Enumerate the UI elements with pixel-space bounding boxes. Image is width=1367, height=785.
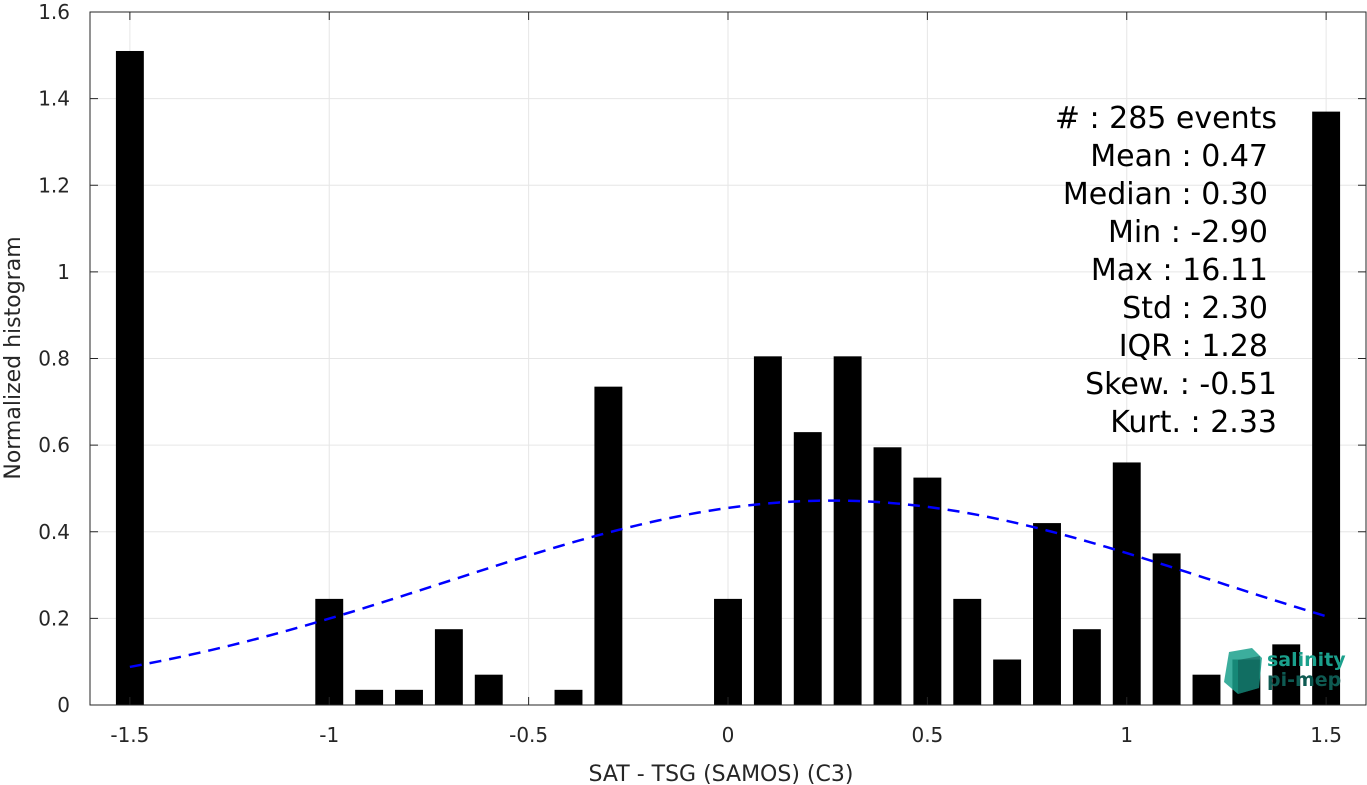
histogram-bar bbox=[1192, 674, 1221, 705]
histogram-bar bbox=[1312, 111, 1341, 705]
stats-box: # : 285 events Mean : 0.47 Median : 0.30… bbox=[1055, 101, 1277, 440]
histogram-bar bbox=[993, 659, 1022, 705]
x-tick-label: -1.5 bbox=[110, 723, 149, 747]
logo-text-pimep: pi-mep bbox=[1267, 669, 1341, 691]
y-tick-label: 0.2 bbox=[38, 606, 70, 630]
stat-max: Max : 16.11 bbox=[1091, 253, 1268, 288]
stat-mean: Mean : 0.47 bbox=[1090, 139, 1268, 174]
y-tick-label: 0 bbox=[57, 693, 70, 717]
axis-ticks: -1.5 -1 -0.5 0 0.5 1 1.5 0 0.2 0.4 0.6 0.8 1 1.2 1.4 1.… bbox=[38, 0, 1366, 747]
histogram-bar bbox=[315, 598, 344, 705]
histogram-bar bbox=[1033, 523, 1061, 705]
histogram-bar bbox=[1072, 629, 1101, 705]
gaussian-fit-curve bbox=[129, 499, 1327, 669]
y-tick-label: 1.2 bbox=[38, 173, 70, 197]
histogram-bar bbox=[1152, 553, 1181, 705]
histogram-bar bbox=[395, 689, 423, 705]
y-tick-label: 1.4 bbox=[38, 87, 70, 111]
salinity-pimep-logo: salinity pi-mep bbox=[1224, 648, 1346, 694]
histogram-bar bbox=[793, 432, 822, 705]
histogram-bar bbox=[434, 629, 463, 705]
histogram-bar bbox=[355, 689, 384, 705]
y-tick-label: 0.4 bbox=[38, 520, 70, 544]
histogram-bar bbox=[115, 50, 144, 705]
y-tick-label: 0.6 bbox=[38, 433, 70, 457]
stat-std: Std : 2.30 bbox=[1122, 291, 1268, 326]
x-tick-label: 0.5 bbox=[911, 723, 943, 747]
x-tick-label: 0 bbox=[722, 723, 735, 747]
stat-iqr: IQR : 1.28 bbox=[1119, 329, 1268, 364]
histogram-bar bbox=[714, 598, 742, 705]
histogram-bar bbox=[753, 356, 782, 705]
histogram-bar bbox=[913, 477, 942, 705]
bars bbox=[115, 50, 1341, 705]
histogram-bar bbox=[554, 689, 583, 705]
histogram-bar bbox=[594, 386, 623, 705]
stat-kurt: Kurt. : 2.33 bbox=[1110, 405, 1277, 440]
stat-median: Median : 0.30 bbox=[1063, 177, 1268, 212]
y-tick-label: 0.8 bbox=[38, 347, 70, 371]
x-tick-label: 1.5 bbox=[1310, 723, 1342, 747]
stat-min: Min : -2.90 bbox=[1108, 215, 1268, 250]
y-tick-label: 1.6 bbox=[38, 0, 70, 24]
x-tick-label: 1 bbox=[1120, 723, 1133, 747]
histogram-bar bbox=[873, 447, 902, 705]
stat-skew: Skew. : -0.51 bbox=[1085, 367, 1277, 402]
histogram-bar bbox=[953, 598, 982, 705]
stat-count: # : 285 events bbox=[1055, 101, 1277, 136]
histogram-bar bbox=[1112, 462, 1141, 705]
x-tick-label: -0.5 bbox=[509, 723, 548, 747]
x-tick-label: -1 bbox=[319, 723, 339, 747]
histogram-bar bbox=[474, 674, 503, 705]
x-axis-label: SAT - TSG (SAMOS) (C3) bbox=[589, 762, 854, 785]
logo-text-salinity: salinity bbox=[1267, 649, 1346, 671]
y-axis-label: Normalized histogram bbox=[1, 236, 26, 479]
histogram-bar bbox=[1272, 644, 1301, 705]
y-tick-label: 1 bbox=[57, 260, 70, 284]
histogram-bar bbox=[833, 356, 862, 705]
